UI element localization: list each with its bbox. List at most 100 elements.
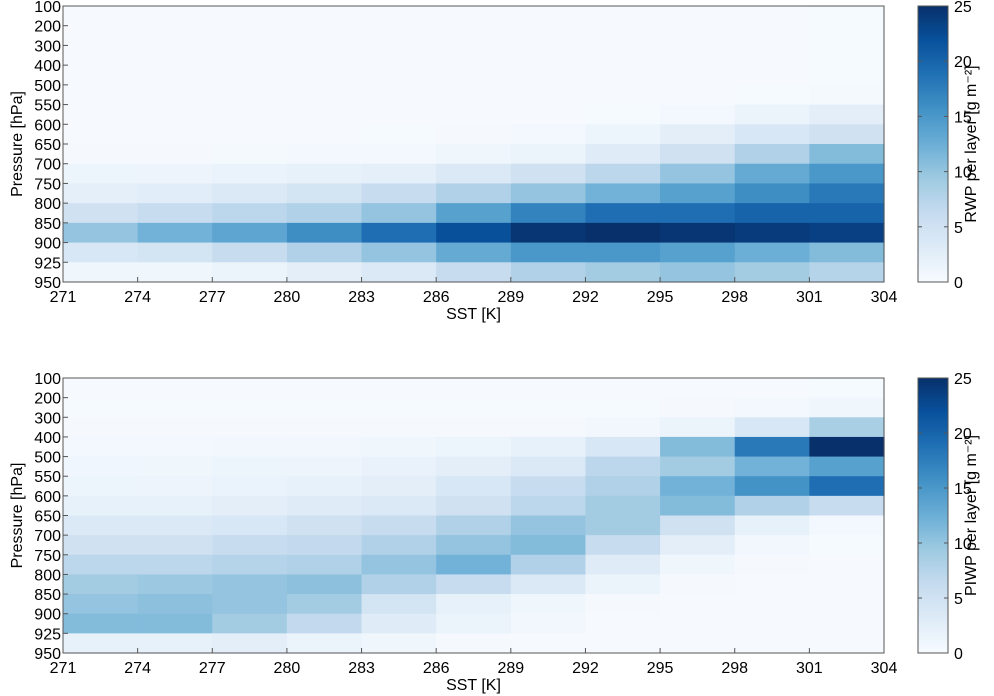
heatmap-cell [212,163,288,185]
heatmap-cell [809,183,885,204]
x-tick-label: 280 [274,289,301,306]
heatmap-cell [137,144,213,165]
heatmap-cell [510,535,587,556]
heatmap-cell [212,476,288,497]
heatmap-cell [734,633,810,654]
heatmap-cell [809,262,885,283]
heatmap-cell [63,222,139,244]
heatmap-cell [809,574,885,595]
y-tick-label: 800 [34,196,61,213]
y-tick-label: 300 [34,410,61,427]
heatmap-cell [137,25,213,47]
heatmap-cell [436,183,512,204]
y-tick-label: 550 [34,98,61,115]
heatmap-cell [137,6,213,27]
heatmap-cell [286,45,363,66]
y-tick-label: 900 [34,607,61,624]
heatmap-cell [286,594,363,615]
heatmap-cell [585,476,661,497]
heatmap-cell [510,242,587,263]
heatmap-cell [212,535,288,556]
y-tick-label: 650 [34,137,61,154]
heatmap-cell [734,163,810,185]
heatmap-cell [286,417,363,438]
heatmap-cell [585,104,661,125]
heatmap-cell [734,222,810,244]
heatmap-cell [63,456,139,477]
heatmap-cell [63,574,139,595]
x-tick-label: 301 [796,660,823,677]
heatmap-cell [361,535,437,556]
y-tick-label: 200 [34,19,61,36]
heatmap-cell [286,436,363,458]
heatmap-cell [734,203,810,224]
heatmap-cell [436,378,512,399]
heatmap-cell [585,242,661,263]
heatmap-cell [585,183,661,204]
y-tick-label: 850 [34,587,61,604]
heatmap-cell [361,495,437,517]
heatmap-cell [286,613,363,634]
heatmap-cell [660,613,736,634]
heatmap-cell [286,515,363,536]
panel-2: 271 274 277 280 283 286 289 292 295 298 301 3041002… [9,371,980,694]
heatmap-cell [286,104,363,125]
x-tick-label: 283 [348,660,375,677]
heatmap-cell [660,436,736,458]
heatmap-cell [809,495,885,517]
heatmap-cell [436,574,512,595]
y-tick-label: 950 [34,275,61,292]
heatmap-cell [734,65,810,86]
heatmap-cell [734,574,810,595]
y-tick-label: 400 [34,58,61,75]
heatmap-cell [660,144,736,165]
heatmap-cell [63,183,139,204]
heatmap-cell [660,84,736,106]
x-tick-label: 295 [647,289,674,306]
heatmap-cell [63,45,139,66]
heatmap-cell [63,554,139,576]
heatmap-cell [63,633,139,654]
y-tick-label: 900 [34,236,61,253]
heatmap-cell [660,574,736,595]
heatmap-cell [585,65,661,86]
heatmap-cell [137,417,213,438]
heatmap-cell [660,163,736,185]
y-axis-label: Pressure [hPa] [9,91,26,197]
colorbar-tick-label: 0 [954,275,963,292]
heatmap-cell [212,554,288,576]
heatmap-cell [436,535,512,556]
heatmap-cell [286,378,363,399]
heatmap-cell [436,124,512,145]
heatmap-cell [137,203,213,224]
heatmap-cell [734,144,810,165]
heatmap-cell [585,574,661,595]
heatmap-cell [734,262,810,283]
colorbar [917,377,949,654]
heatmap-cell [436,262,512,283]
colorbar-tick-label: 0 [954,646,963,663]
heatmap-cell [585,45,661,66]
heatmap-cell [510,417,587,438]
heatmap-cell [361,25,437,47]
colorbar-tick-label: 15 [954,481,972,498]
heatmap-cell [436,104,512,125]
heatmap-cell [137,163,213,185]
heatmap-cell [510,222,587,244]
heatmap-cell [212,574,288,595]
y-tick-label: 400 [34,430,61,447]
heatmap-cell [734,554,810,576]
y-tick-label: 100 [34,0,61,16]
y-tick-label: 200 [34,391,61,408]
heatmap-cell [660,495,736,517]
heatmap-cell [361,144,437,165]
x-tick-label: 286 [423,660,450,677]
colorbar-tick-label: 20 [954,426,972,443]
x-tick-label: 289 [497,660,524,677]
heatmap-cell [510,397,587,418]
heatmap-cell [137,515,213,536]
heatmap-cell [63,144,139,165]
heatmap-cell [63,515,139,536]
heatmap-cell [660,378,736,399]
